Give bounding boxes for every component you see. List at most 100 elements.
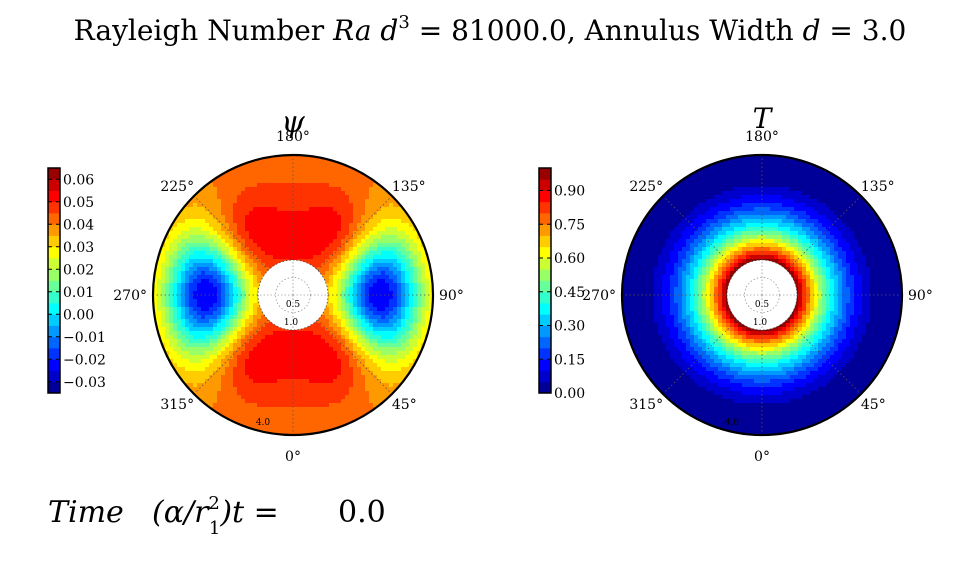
field-cell (349, 335, 354, 340)
field-cell (301, 259, 306, 264)
field-cell (385, 295, 390, 300)
field-cell (181, 283, 186, 288)
field-cell (321, 207, 326, 212)
field-cell (389, 339, 394, 344)
field-cell (173, 291, 178, 296)
field-cell (269, 239, 274, 244)
field-cell (209, 395, 214, 400)
field-cell (257, 323, 262, 328)
field-cell (201, 271, 206, 276)
field-cell (421, 399, 426, 404)
field-cell (333, 195, 338, 200)
field-cell (389, 419, 394, 424)
field-cell (213, 391, 218, 396)
field-cell (377, 283, 382, 288)
field-cell (229, 359, 234, 364)
field-cell (349, 263, 354, 268)
field-cell (269, 195, 274, 200)
field-cell (229, 159, 234, 164)
field-cell (377, 419, 382, 424)
field-cell (365, 307, 370, 312)
field-cell (173, 255, 178, 260)
field-cell (201, 195, 206, 200)
field-cell (281, 339, 286, 344)
field-cell (221, 407, 226, 412)
field-cell (413, 419, 418, 424)
field-cell (405, 419, 410, 424)
field-cell (185, 267, 190, 272)
field-cell (249, 403, 254, 408)
field-cell (173, 327, 178, 332)
field-cell (369, 395, 374, 400)
field-cell (257, 343, 262, 348)
field-cell (257, 375, 262, 380)
field-cell (161, 275, 166, 280)
field-cell (241, 279, 246, 284)
field-cell (249, 323, 254, 328)
field-cell (209, 207, 214, 212)
field-cell (217, 375, 222, 380)
field-cell (189, 315, 194, 320)
field-cell (165, 203, 170, 208)
field-cell (177, 383, 182, 388)
field-cell (337, 171, 342, 176)
field-cell (277, 423, 282, 428)
field-cell (337, 255, 342, 260)
field-cell (197, 391, 202, 396)
field-cell (329, 423, 334, 428)
field-cell (241, 255, 246, 260)
field-cell (213, 219, 218, 224)
field-cell (329, 299, 334, 304)
field-cell (293, 395, 298, 400)
field-cell (325, 323, 330, 328)
field-cell (197, 167, 202, 172)
field-cell (241, 155, 246, 160)
field-cell (381, 419, 386, 424)
field-cell (325, 391, 330, 396)
field-cell (249, 407, 254, 412)
field-cell (185, 347, 190, 352)
field-cell (269, 367, 274, 372)
field-cell (377, 223, 382, 228)
field-cell (237, 275, 242, 280)
field-cell (369, 227, 374, 232)
colorbar-swatch (48, 190, 60, 203)
field-cell (369, 203, 374, 208)
field-cell (237, 215, 242, 220)
field-cell (345, 155, 350, 160)
field-cell (413, 247, 418, 252)
field-cell (305, 359, 310, 364)
field-cell (313, 171, 318, 176)
field-cell (253, 207, 258, 212)
figure-title: Rayleigh Number Ra d3 = 81000.0, Annulus… (74, 12, 907, 47)
field-cell (333, 259, 338, 264)
field-cell (229, 163, 234, 168)
field-cell (353, 415, 358, 420)
field-cell (393, 235, 398, 240)
field-cell (325, 427, 330, 432)
field-cell (369, 167, 374, 172)
field-cell (257, 207, 262, 212)
field-cell (389, 227, 394, 232)
field-cell (409, 239, 414, 244)
field-cell (169, 323, 174, 328)
field-cell (249, 287, 254, 292)
field-cell (325, 263, 330, 268)
field-cell (201, 315, 206, 320)
field-cell (301, 235, 306, 240)
field-cell (273, 339, 278, 344)
field-cell (337, 295, 342, 300)
field-cell (409, 379, 414, 384)
field-cell (365, 419, 370, 424)
field-cell (325, 379, 330, 384)
field-cell (169, 375, 174, 380)
field-cell (185, 319, 190, 324)
field-cell (393, 259, 398, 264)
field-cell (429, 163, 433, 168)
field-cell (253, 187, 258, 192)
field-cell (425, 239, 430, 244)
field-cell (253, 375, 258, 380)
field-cell (269, 347, 274, 352)
field-cell (425, 167, 430, 172)
field-cell (221, 315, 226, 320)
